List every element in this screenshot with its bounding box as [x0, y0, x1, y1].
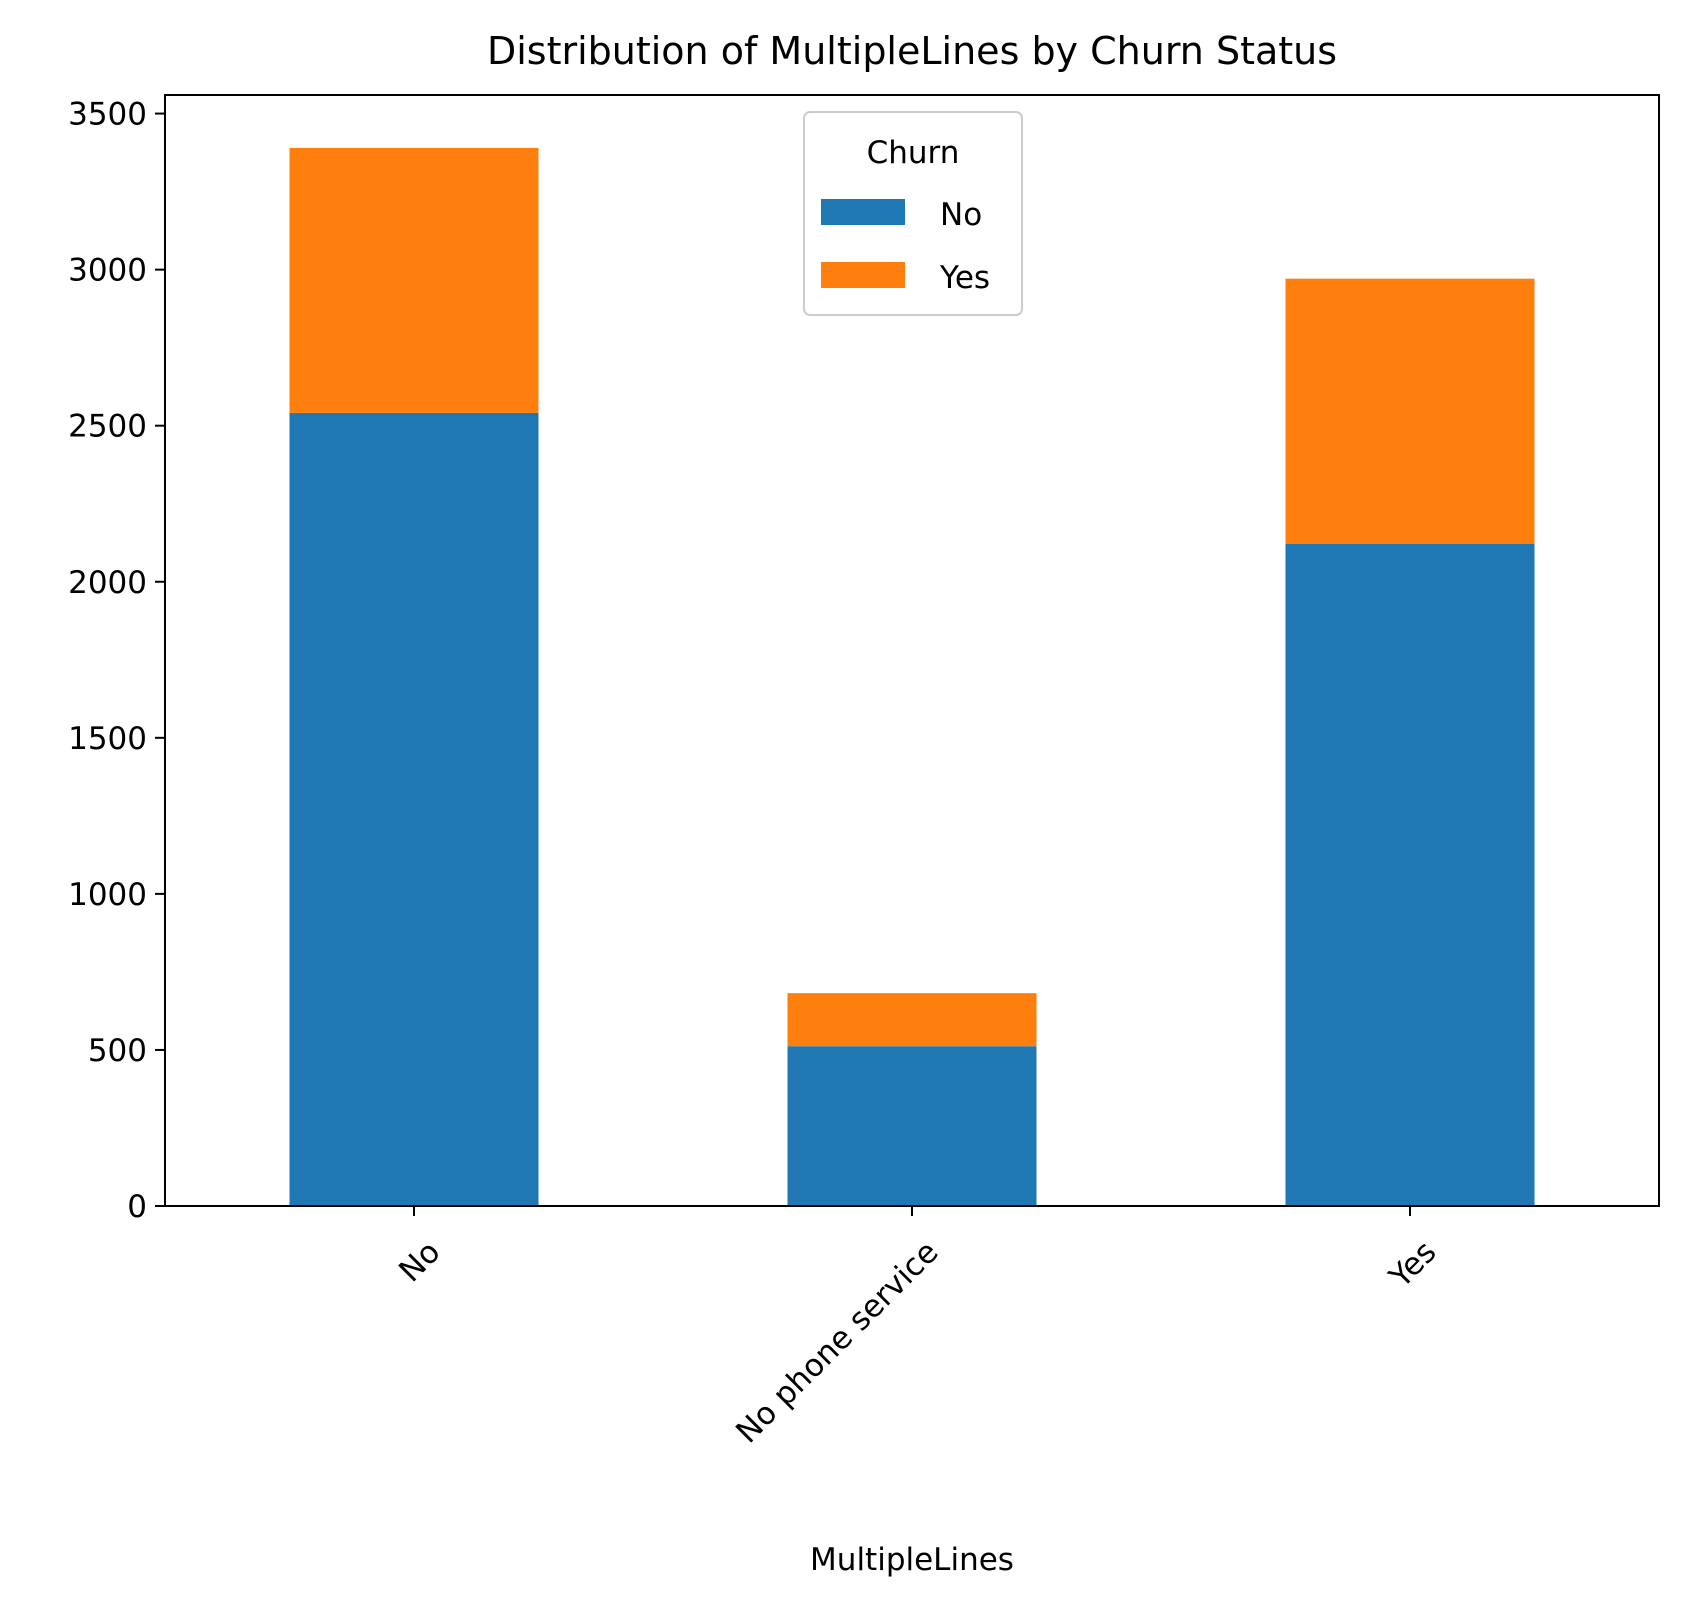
y-axis: 0 500 1000 1500 2000 2500 3000 3500 [68, 97, 165, 1225]
y-tick-label: 3000 [68, 253, 147, 289]
y-tick-label: 1000 [68, 877, 147, 913]
y-tick-label: 500 [88, 1033, 147, 1069]
bar-no-phone-service-churn-no [787, 1046, 1037, 1206]
legend-swatch-yes [821, 262, 905, 288]
y-tick-label: 3500 [68, 97, 147, 133]
bar-yes-churn-yes [1285, 278, 1535, 544]
y-tick-label: 0 [127, 1189, 147, 1225]
legend-label-yes: Yes [939, 260, 990, 296]
y-tick-label: 2000 [68, 565, 147, 601]
chart-title: Distribution of MultipleLines by Churn S… [487, 29, 1337, 73]
bar-no-phone-service-churn-yes [787, 993, 1037, 1047]
legend-label-no: No [940, 197, 982, 233]
y-tick-label: 1500 [68, 721, 147, 757]
bar-yes-churn-no [1285, 543, 1535, 1206]
bar-no-churn-no [289, 412, 539, 1207]
legend: Churn No Yes [803, 111, 1023, 316]
y-tick-label: 2500 [68, 409, 147, 445]
legend-title: Churn [867, 135, 960, 171]
x-axis-label: MultipleLines [810, 1542, 1014, 1578]
legend-swatch-no [821, 199, 905, 225]
bars-layer [289, 147, 1535, 1207]
bar-no-churn-yes [289, 147, 539, 413]
